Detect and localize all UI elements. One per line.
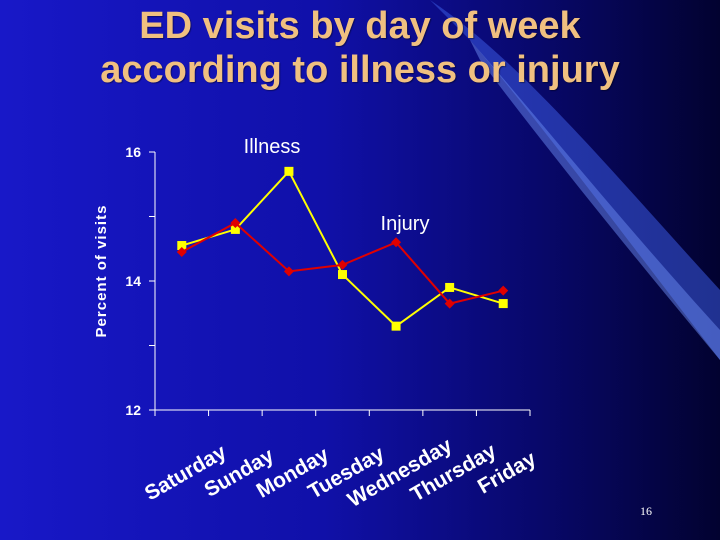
y-tick-label: 12 [125,402,141,418]
data-point-injury [283,266,294,277]
series-label-injury: Injury [381,213,430,235]
slide-title: ED visits by day of week according to il… [0,4,720,92]
data-point-illness [391,321,401,331]
title-line-2: according to illness or injury [100,49,620,91]
data-point-injury [391,237,402,248]
data-point-illness [230,224,240,234]
title-line-1: ED visits by day of week [139,5,581,47]
data-point-illness [498,299,508,309]
data-point-illness [338,270,347,280]
data-point-injury [444,298,455,309]
y-tick-label: 16 [125,144,141,160]
data-point-injury [337,259,348,270]
series-label-illness: Illness [244,136,301,158]
y-tick-label: 14 [125,273,141,289]
data-point-injury [498,285,509,296]
data-point-injury [176,246,187,257]
slide-number: 16 [640,504,652,518]
data-point-illness [177,241,187,251]
y-axis-label: Percent of visits [93,205,110,338]
data-point-illness [445,282,455,292]
data-point-injury [230,217,241,228]
data-point-illness [284,166,294,176]
